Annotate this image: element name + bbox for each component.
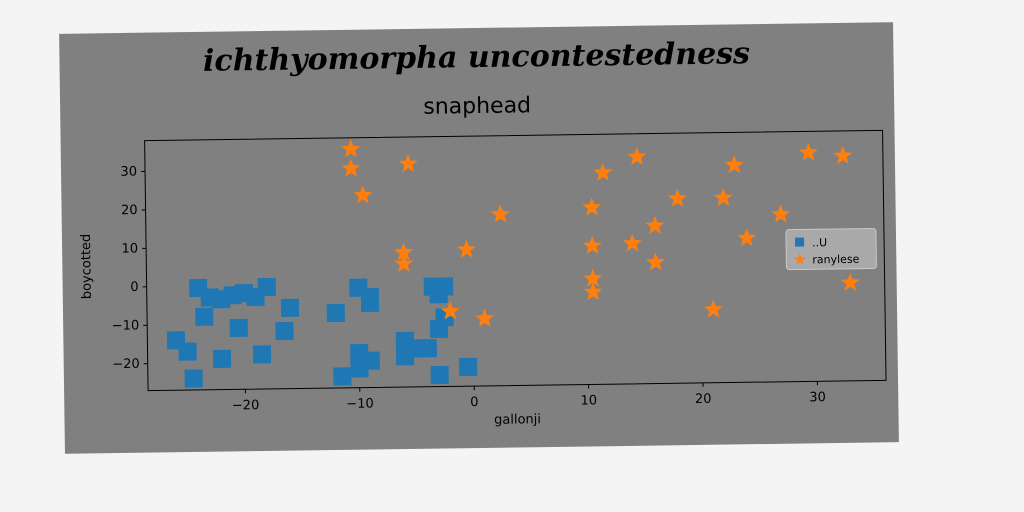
data-point-square bbox=[252, 345, 272, 364]
data-point-star bbox=[583, 268, 603, 287]
y-tick-label: −20 bbox=[112, 357, 140, 372]
data-point-star bbox=[457, 239, 477, 258]
data-point-square bbox=[195, 307, 214, 326]
axes-frame bbox=[144, 129, 887, 392]
data-marks bbox=[166, 139, 860, 388]
data-point-star bbox=[440, 301, 460, 320]
x-tick-label: 20 bbox=[695, 392, 712, 407]
data-point-square bbox=[229, 318, 248, 337]
y-tick-label: 20 bbox=[121, 203, 138, 218]
data-point-star bbox=[645, 215, 665, 235]
data-point-star bbox=[394, 253, 414, 273]
data-point-star bbox=[627, 146, 647, 166]
data-point-star bbox=[833, 145, 853, 165]
data-point-square bbox=[275, 321, 294, 341]
data-point-star bbox=[622, 233, 642, 252]
data-point-square bbox=[459, 357, 478, 377]
y-tick-label: 30 bbox=[120, 165, 137, 180]
legend: ..U ranylese bbox=[785, 227, 877, 271]
data-point-square bbox=[360, 293, 380, 313]
data-point-star bbox=[582, 235, 602, 255]
data-point-star bbox=[475, 308, 495, 327]
x-ticks: −20 −10 0 10 20 30 bbox=[232, 381, 826, 413]
data-point-star bbox=[703, 299, 723, 318]
data-point-star bbox=[583, 282, 603, 301]
legend-label-series-1: ..U bbox=[812, 236, 827, 249]
legend-marker-series-1 bbox=[795, 237, 805, 247]
data-point-square bbox=[257, 277, 276, 297]
data-point-square bbox=[184, 369, 203, 388]
data-point-square bbox=[333, 367, 352, 386]
data-point-star bbox=[341, 139, 361, 158]
data-point-star bbox=[341, 158, 361, 177]
data-point-square bbox=[178, 342, 197, 361]
scatter-plot: −20 −10 0 10 20 30 −20 −10 0 10 20 30 gallonji boy… bbox=[79, 129, 887, 428]
chart-figure: ichthyomorpha uncontestedness snaphead −… bbox=[59, 22, 899, 454]
y-axis-label: boycotted bbox=[79, 234, 95, 300]
data-point-star bbox=[646, 252, 666, 271]
data-point-star bbox=[713, 187, 733, 207]
data-point-star bbox=[490, 204, 510, 223]
data-point-star bbox=[737, 228, 757, 247]
x-tick-label: −20 bbox=[232, 398, 260, 413]
data-point-star bbox=[771, 204, 791, 223]
data-point-square bbox=[395, 347, 415, 366]
data-point-square bbox=[429, 285, 448, 304]
x-tick-label: 10 bbox=[580, 393, 597, 408]
data-point-star bbox=[353, 185, 373, 204]
legend-box bbox=[785, 227, 877, 271]
x-tick-label: −10 bbox=[346, 396, 374, 411]
legend-marker-series-2 bbox=[794, 253, 806, 265]
data-point-star bbox=[840, 272, 860, 291]
data-point-square bbox=[418, 339, 437, 358]
legend-label-series-2: ranylese bbox=[812, 253, 859, 267]
data-point-star bbox=[724, 155, 744, 174]
data-point-star bbox=[398, 153, 418, 173]
x-axis-label: gallonji bbox=[494, 412, 541, 428]
y-ticks: −20 −10 0 10 20 30 bbox=[112, 165, 148, 372]
y-tick-label: 10 bbox=[121, 241, 138, 256]
data-point-star bbox=[667, 188, 688, 207]
data-point-star bbox=[798, 142, 818, 161]
data-point-star bbox=[394, 242, 414, 261]
data-point-square bbox=[212, 349, 232, 368]
y-tick-label: 0 bbox=[130, 280, 138, 295]
data-point-square bbox=[280, 298, 300, 318]
data-point-square bbox=[430, 365, 449, 385]
x-tick-label: 0 bbox=[470, 395, 478, 410]
y-tick-label: −10 bbox=[112, 318, 140, 333]
data-point-star bbox=[582, 197, 602, 216]
data-point-star bbox=[593, 162, 613, 181]
data-point-square bbox=[326, 303, 345, 323]
data-point-square bbox=[429, 319, 449, 338]
data-point-square bbox=[350, 359, 369, 378]
x-tick-label: 30 bbox=[809, 390, 826, 405]
